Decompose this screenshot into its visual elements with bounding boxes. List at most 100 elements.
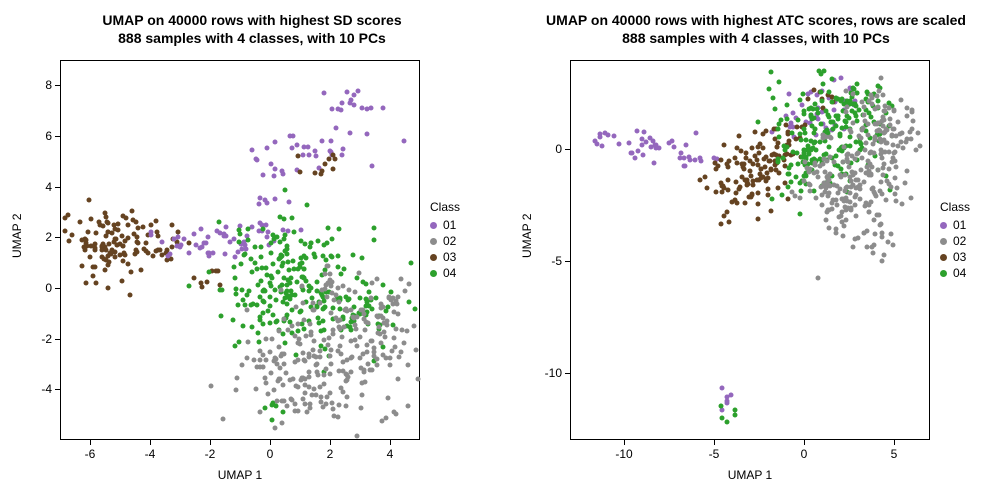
y-tick-label: -2 [30,332,52,346]
scatter-point [789,180,794,185]
scatter-point [106,285,111,290]
scatter-point [786,171,791,176]
scatter-point [192,275,197,280]
scatter-point [683,163,688,168]
legend-label: 04 [443,266,456,280]
scatter-point [395,377,400,382]
legend-label: 03 [953,250,966,264]
scatter-point [393,412,398,417]
scatter-point [829,135,834,140]
scatter-point [836,191,841,196]
scatter-point [281,275,286,280]
scatter-point [276,270,281,275]
scatter-point [241,252,246,257]
scatter-point [795,118,800,123]
scatter-point [263,358,268,363]
scatter-point [353,322,358,327]
scatter-point [864,140,869,145]
legend-item: 04 [430,266,456,280]
scatter-point [360,256,365,261]
x-tick [390,440,391,445]
scatter-point [243,302,248,307]
scatter-point [769,69,774,74]
scatter-point [269,336,274,341]
scatter-point [784,144,789,149]
scatter-point [828,120,833,125]
scatter-point [776,185,781,190]
scatter-point [636,149,641,154]
scatter-point [896,119,901,124]
scatter-point [860,128,865,133]
scatter-point [352,316,357,321]
scatter-point [314,154,319,159]
scatter-point [713,189,718,194]
scatter-point [786,139,791,144]
scatter-point [815,106,820,111]
scatter-point [870,186,875,191]
scatter-point [749,174,754,179]
scatter-point [328,254,333,259]
scatter-point [786,166,791,171]
scatter-point [337,317,342,322]
scatter-point [376,324,381,329]
scatter-point [881,253,886,258]
scatter-point [862,180,867,185]
scatter-point [237,340,242,345]
scatter-point [827,89,832,94]
scatter-point [372,353,377,358]
scatter-point [368,295,373,300]
scatter-point [289,215,294,220]
scatter-point [886,166,891,171]
scatter-point [385,318,390,323]
scatter-point [374,362,379,367]
scatter-point [254,267,259,272]
legend-swatch [940,222,947,229]
y-tick [55,288,60,289]
scatter-point [280,382,285,387]
y-tick [55,136,60,137]
y-tick-label: 6 [30,129,52,143]
scatter-point [360,381,365,386]
scatter-point [305,410,310,415]
scatter-point [321,328,326,333]
scatter-point [398,277,403,282]
scatter-point [798,97,803,102]
x-tick [150,440,151,445]
scatter-point [865,164,870,169]
scatter-point [266,391,271,396]
scatter-point [285,328,290,333]
scatter-point [322,272,327,277]
scatter-point [747,158,752,163]
scatter-point [290,398,295,403]
scatter-point [743,150,748,155]
scatter-point [66,238,71,243]
scatter-point [339,386,344,391]
x-tick [90,440,91,445]
scatter-point [368,368,373,373]
scatter-point [281,260,286,265]
scatter-point [406,299,411,304]
scatter-point [719,416,724,421]
scatter-point [385,304,390,309]
scatter-point [882,149,887,154]
scatter-point [321,254,326,259]
scatter-point [349,338,354,343]
scatter-point [735,145,740,150]
scatter-point [849,207,854,212]
scatter-point [819,122,824,127]
scatter-point [245,355,250,360]
scatter-point [123,216,128,221]
scatter-point [253,387,258,392]
scatter-point [894,186,899,191]
scatter-point [199,245,204,250]
scatter-point [876,120,881,125]
scatter-point [378,314,383,319]
scatter-point [302,391,307,396]
scatter-point [256,339,261,344]
scatter-point [832,160,837,165]
scatter-point [722,143,727,148]
scatter-point [273,287,278,292]
scatter-point [836,147,841,152]
scatter-point [246,288,251,293]
scatter-point [332,157,337,162]
